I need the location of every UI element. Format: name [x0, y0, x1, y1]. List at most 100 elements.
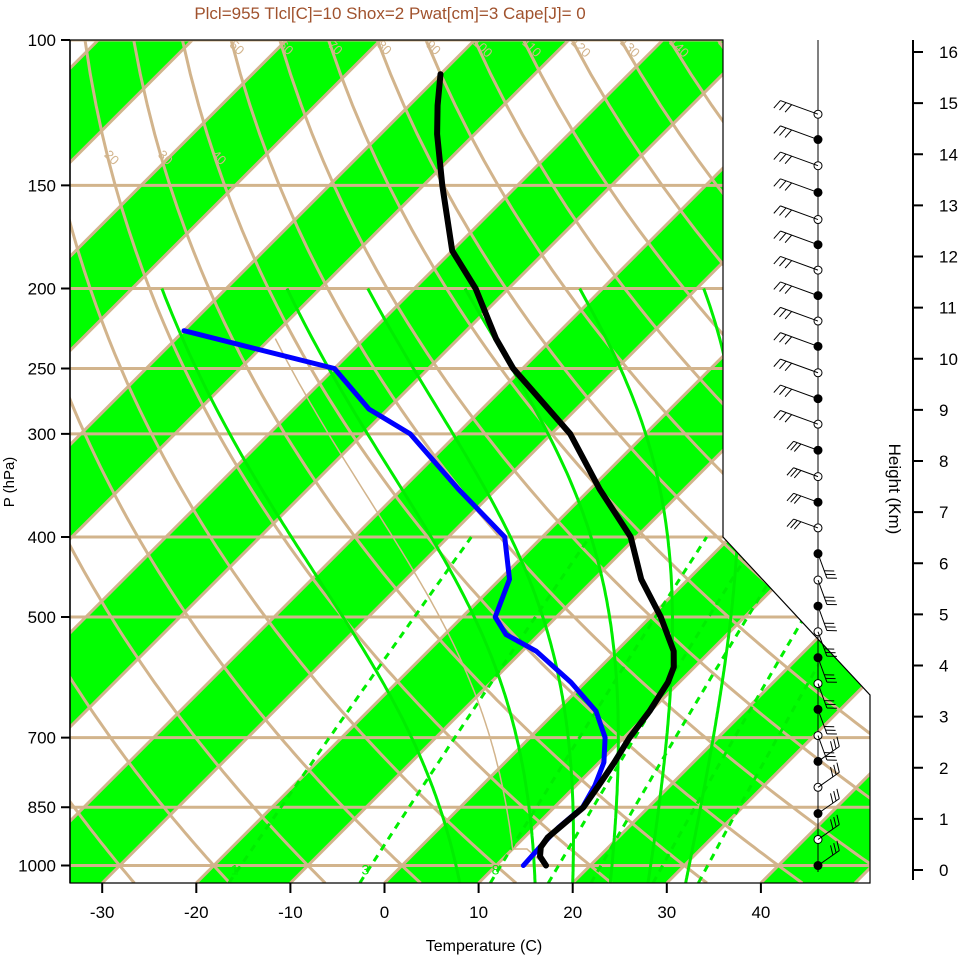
wind-barb	[817, 735, 828, 761]
wind-barb-feather	[784, 388, 793, 398]
mixing-ratio-line	[547, 536, 760, 883]
height-tick-label: 6	[939, 554, 948, 573]
wind-barb-feather	[779, 232, 787, 241]
isotherm-line	[70, 40, 664, 883]
isotherm-line	[70, 40, 853, 883]
mixing-ratio-line	[489, 536, 708, 883]
wind-barb-feather	[779, 283, 787, 292]
wind-barb-feather	[779, 386, 787, 395]
isotherm-line	[70, 40, 288, 883]
mixing-ratio-line	[227, 536, 473, 883]
parcel-path	[274, 338, 547, 867]
wind-barb	[793, 492, 819, 503]
wind-barb-feather	[836, 840, 840, 851]
wind-barb	[817, 657, 828, 683]
height-tick-label: 5	[939, 605, 948, 624]
parcel-line	[274, 338, 547, 867]
wind-barb-feather	[786, 440, 794, 450]
isotherm-band	[949, 40, 961, 883]
wind-barb	[817, 605, 828, 631]
wind-barb-feather	[773, 332, 781, 341]
height-tick-label: 0	[939, 861, 948, 880]
moist-adiabat-lines	[160, 287, 741, 883]
wind-barb-feather	[779, 309, 787, 318]
wind-barb-feather	[833, 738, 837, 749]
wind-barb-feather	[779, 102, 787, 111]
wind-barb	[780, 384, 819, 400]
wind-barb-feather	[786, 492, 794, 502]
wind-barb	[780, 281, 819, 297]
mixing-ratio-line	[697, 536, 870, 883]
isotherm-line	[70, 40, 570, 883]
dry-adiabat-line	[327, 40, 870, 883]
wind-barb-feather	[790, 468, 798, 477]
isotherm-line	[665, 40, 870, 883]
wind-barb	[780, 410, 819, 425]
wind-barb-feather	[779, 360, 787, 369]
wind-barb	[780, 332, 819, 347]
wind-barb	[817, 579, 828, 605]
dry-adiabat-line	[180, 40, 804, 883]
wind-barb	[793, 440, 819, 451]
height-axis-label: Height (Km)	[885, 444, 904, 535]
plot-area: -30-20-100102030405060708090100110120130…	[0, 40, 961, 883]
chart-title: Plcl=955 Tlcl[C]=10 Shox=2 Pwat[cm]=3 Ca…	[194, 4, 585, 23]
wind-barb-feather	[833, 764, 837, 775]
dry-adiabat-label: 0	[0, 150, 12, 166]
wind-barb	[817, 824, 840, 840]
wind-barb-feather	[833, 842, 837, 853]
wind-barb-feather	[830, 845, 834, 856]
wind-barb-feather	[773, 410, 781, 419]
wind-barb-feather	[773, 358, 781, 367]
height-tick-label: 8	[939, 452, 948, 471]
temperature-tick-label: 0	[380, 903, 389, 922]
height-tick-label: 3	[939, 708, 948, 727]
wind-barb	[780, 125, 819, 141]
wind-barb-feather	[784, 209, 793, 218]
wind-barb-feather	[784, 260, 793, 269]
temperature-tick-label: -30	[90, 903, 115, 922]
wind-barb-feather	[779, 412, 787, 421]
wind-barb	[793, 518, 819, 529]
wind-barb-feather	[773, 205, 781, 214]
temperature-line	[434, 71, 677, 869]
isotherm-line	[195, 40, 870, 883]
height-tick-label: 11	[939, 299, 957, 318]
wind-barb-feather	[793, 521, 802, 530]
wind-barb	[817, 746, 840, 762]
dry-adiabat-line	[132, 40, 708, 883]
moist-adiabat-line	[366, 287, 575, 883]
wind-barb-feather	[786, 467, 794, 476]
moist-adiabat-line	[578, 287, 674, 883]
isotherm-band	[572, 40, 870, 883]
wind-barb-feather	[779, 153, 787, 162]
height-tick-label: 12	[939, 248, 958, 267]
wind-barb-feather	[793, 443, 802, 452]
wind-barb-feather	[779, 258, 787, 267]
mixing-ratio-label: 1	[231, 861, 239, 877]
wind-barb-feather	[784, 104, 793, 113]
wind-barb-feather	[790, 442, 798, 451]
dry-adiabat-line	[83, 40, 613, 883]
wind-barb	[817, 709, 828, 735]
height-tick-label: 2	[939, 759, 948, 778]
wind-barb	[780, 178, 819, 193]
wind-barb-feather	[830, 741, 834, 752]
wind-barb	[780, 255, 819, 271]
dry-adiabat-label: 20	[101, 147, 122, 168]
dry-adiabat-line	[278, 40, 870, 883]
dry-adiabat-line	[70, 40, 231, 883]
isotherm-line	[70, 40, 759, 883]
pressure-tick-label: 150	[28, 176, 56, 195]
temperature-tick-label: 40	[751, 903, 770, 922]
wind-barb-feather	[830, 819, 834, 830]
height-tick-label: 10	[939, 350, 958, 369]
mixing-ratio-line	[358, 536, 591, 883]
wind-barb-feather	[784, 285, 793, 294]
isotherm-band	[70, 40, 757, 883]
dry-adiabat-lines	[70, 40, 870, 883]
height-tick-label: 1	[939, 810, 948, 829]
temperature-tick-label: -20	[184, 903, 209, 922]
wind-barb-feather	[830, 767, 834, 777]
isotherm-band	[196, 40, 870, 883]
